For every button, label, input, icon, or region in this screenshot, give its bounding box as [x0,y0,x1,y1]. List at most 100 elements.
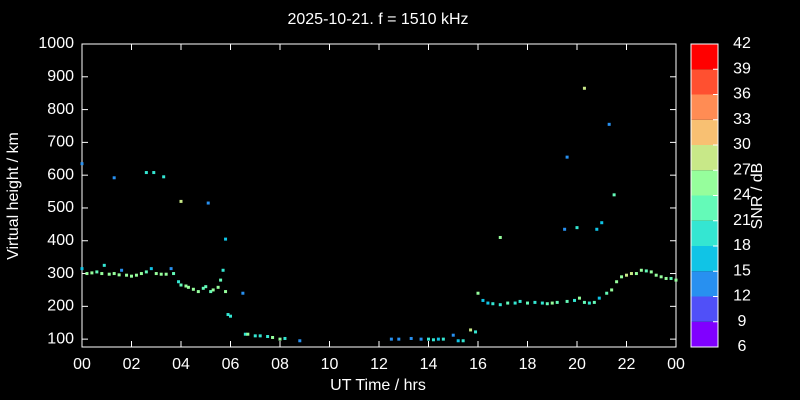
data-point [144,171,148,175]
x-tick-label: 22 [618,356,636,373]
data-point [461,339,465,343]
data-point [184,284,188,288]
data-point [634,272,638,276]
data-point [241,291,245,295]
data-point [506,301,510,305]
data-point [397,337,401,341]
y-axis-label: Virtual height / km [5,132,22,260]
data-point [112,272,116,276]
data-point [498,303,502,307]
data-point [469,328,473,332]
data-point [612,193,616,197]
data-point [605,291,609,295]
colorbar-segment [691,119,718,145]
data-point [191,287,195,291]
data-point [431,338,435,342]
data-point [120,268,124,272]
data-point [117,273,121,277]
y-tick-label: 1000 [38,35,74,52]
data-point [229,314,232,318]
x-axis-label: UT Time / hrs [330,377,426,394]
colorbar-segment [691,170,718,196]
data-point [226,313,230,317]
colorbar-segment [691,94,718,120]
data-point [518,299,522,303]
data-point [177,280,181,284]
x-tick-label: 00 [667,356,685,373]
colorbar-tick-label: 39 [733,60,751,77]
data-point [419,337,423,341]
colorbar-segment [691,44,718,70]
data-point [179,199,183,203]
y-tick-label: 800 [47,101,74,118]
data-point [451,333,455,337]
data-point [526,301,529,305]
data-point [575,226,579,230]
data-point [582,300,586,304]
data-point [654,273,658,277]
data-point [95,270,99,274]
data-point [481,298,485,302]
data-point [476,291,480,295]
data-point [134,273,138,277]
y-tick-label: 400 [47,232,74,249]
data-point [196,290,200,294]
x-tick-label: 08 [271,356,289,373]
data-point [149,267,153,271]
data-point [209,290,213,294]
colorbar-tick-label: 30 [733,136,751,153]
x-tick-label: 14 [420,356,438,373]
data-point [258,334,262,338]
data-point [102,263,106,267]
data-point [595,227,599,231]
data-point [597,296,601,300]
colorbar-segment [691,195,718,221]
data-point [221,268,225,272]
data-point [130,274,133,278]
data-point [154,272,158,276]
data-point [278,337,282,341]
x-tick-label: 16 [469,356,487,373]
colorbar-tick-label: 12 [733,288,751,305]
colorbar-tick-label: 15 [733,262,751,279]
colorbar-segment [691,220,718,246]
data-point [186,285,190,289]
data-point [649,270,653,274]
y-tick-label: 100 [47,330,74,347]
data-point [169,267,173,271]
data-point [427,337,430,341]
y-tick-label: 600 [47,166,74,183]
data-point [577,296,581,300]
data-point [201,286,205,290]
data-point [224,290,228,294]
data-point [283,336,287,340]
data-point [107,272,111,276]
data-point [644,269,648,273]
y-tick-label: 200 [47,298,74,315]
colorbar-segment [691,69,718,95]
x-tick-label: 18 [519,356,537,373]
x-tick-label: 06 [222,356,240,373]
data-point [266,335,270,339]
data-point [80,162,84,166]
data-point [436,337,440,341]
x-tick-label: 12 [370,356,388,373]
data-point [152,171,156,175]
data-point [216,285,220,289]
data-point [610,288,614,292]
data-point [486,301,490,305]
data-point [615,280,619,284]
data-point [659,275,663,279]
data-point [498,235,502,239]
data-point [600,221,604,225]
data-point [85,272,89,276]
data-point [139,272,143,276]
data-point [179,283,183,287]
data-point [219,278,223,282]
data-point [271,335,275,339]
x-tick-label: 02 [123,356,141,373]
colorbar-tick-label: 36 [733,86,751,103]
data-point [550,301,554,305]
colorbar-tick-label: 42 [733,35,751,52]
